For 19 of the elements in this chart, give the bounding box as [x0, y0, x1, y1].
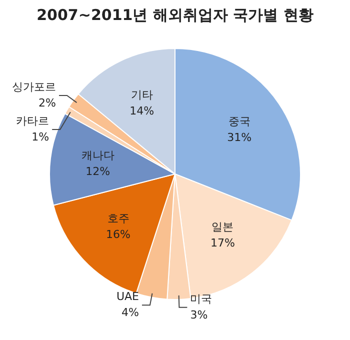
slice-label: 카타르	[16, 114, 50, 128]
data-label: 12%	[86, 165, 110, 178]
data-label: 2%	[38, 96, 56, 110]
slice-label: 미국	[190, 292, 212, 306]
data-label: 14%	[130, 104, 154, 118]
slice-label: 호주	[107, 212, 130, 226]
slice-label: 캐나다	[81, 149, 114, 162]
slice-label: UAE	[116, 290, 140, 303]
slice-label: 기타	[130, 88, 153, 102]
data-label: 1%	[32, 130, 50, 144]
data-label: 16%	[106, 228, 131, 242]
chart-title: 2007~2011년 해외취업자 국가별 현황	[36, 5, 314, 26]
slice-label: 싱가포르	[12, 80, 56, 94]
data-label: 17%	[210, 236, 235, 250]
data-label: 3%	[190, 308, 208, 322]
data-label: 4%	[122, 306, 139, 319]
slice-label: 중국	[228, 115, 250, 128]
slice-label: 일본	[212, 220, 234, 234]
data-label: 31%	[227, 131, 252, 144]
